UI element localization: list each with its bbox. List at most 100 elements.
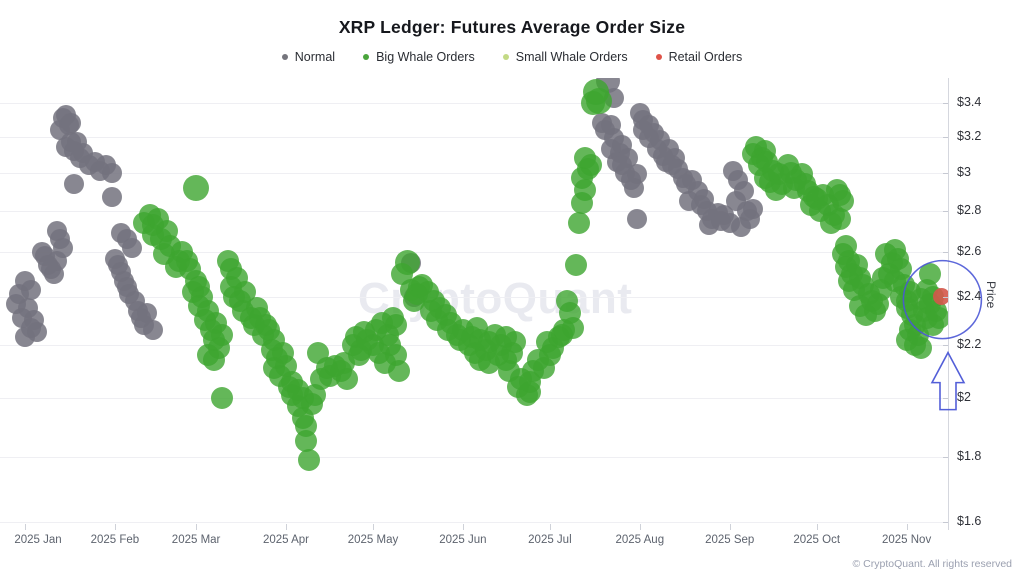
data-point-normal[interactable] <box>26 322 47 343</box>
x-tick <box>639 524 641 530</box>
data-point-normal[interactable] <box>742 198 763 219</box>
legend-item-small-whale-orders[interactable]: Small Whale Orders <box>502 50 628 64</box>
data-point-big-whale-orders[interactable] <box>831 190 854 213</box>
data-point-normal[interactable] <box>142 320 163 341</box>
gridline <box>0 252 948 254</box>
x-tick-label: 2025 Nov <box>881 534 932 546</box>
x-tick-label: 2025 Jan <box>14 534 62 546</box>
x-tick-label: 2025 Jul <box>528 534 572 546</box>
data-point-big-whale-orders[interactable] <box>918 262 941 285</box>
x-tick <box>729 524 731 530</box>
x-tick <box>196 524 198 530</box>
x-tick <box>816 524 818 530</box>
y-tick-label: $2.4 <box>957 288 982 303</box>
gridline <box>0 136 948 138</box>
data-point-big-whale-orders[interactable] <box>335 367 358 390</box>
data-point-big-whale-orders[interactable] <box>765 178 788 201</box>
data-point-big-whale-orders[interactable] <box>562 316 585 339</box>
data-point-normal[interactable] <box>20 279 41 300</box>
y-tick-label: $2 <box>957 389 971 404</box>
data-point-big-whale-orders[interactable] <box>385 314 408 337</box>
data-point-normal[interactable] <box>122 237 143 258</box>
y-tick <box>943 252 948 254</box>
data-point-normal[interactable] <box>61 112 82 133</box>
x-tick <box>462 524 464 530</box>
data-point-normal[interactable] <box>734 181 755 202</box>
y-tick <box>943 456 948 458</box>
y-tick <box>943 296 948 298</box>
legend-item-normal[interactable]: Normal <box>281 50 336 64</box>
data-point-big-whale-orders[interactable] <box>395 250 421 276</box>
data-point-big-whale-orders[interactable] <box>388 359 411 382</box>
y-tick-label: $3 <box>957 164 971 179</box>
legend-item-retail-orders[interactable]: Retail Orders <box>655 50 743 64</box>
chart-legend: Normal Big Whale Orders Small Whale Orders… <box>0 50 1024 64</box>
y-tick <box>943 136 948 138</box>
legend-label: Big Whale Orders <box>376 50 475 64</box>
copyright-notice: © CryptoQuant. All rights reserved <box>852 558 1012 570</box>
y-tick <box>943 103 948 105</box>
y-tick-label: $2.2 <box>957 336 982 351</box>
data-point-big-whale-orders[interactable] <box>211 323 234 346</box>
data-point-big-whale-orders[interactable] <box>573 146 596 169</box>
legend-label: Retail Orders <box>668 50 743 64</box>
x-tick <box>906 524 908 530</box>
data-point-big-whale-orders[interactable] <box>927 306 948 329</box>
y-tick <box>943 210 948 212</box>
x-tick <box>25 524 26 530</box>
chart-title: XRP Ledger: Futures Average Order Size <box>338 17 686 37</box>
gridline <box>0 521 948 523</box>
data-point-big-whale-orders[interactable] <box>298 448 321 471</box>
y-tick-label: $3.4 <box>957 95 982 110</box>
data-point-normal[interactable] <box>102 162 122 183</box>
data-point-normal[interactable] <box>624 177 644 198</box>
data-point-normal[interactable] <box>64 173 85 194</box>
data-point-big-whale-orders[interactable] <box>183 174 210 201</box>
y-tick-label: $2.6 <box>957 244 982 259</box>
data-point-normal[interactable] <box>102 187 122 208</box>
y-tick <box>943 521 948 523</box>
y-tick-label: $2.8 <box>957 202 982 217</box>
legend-dot-icon <box>363 54 370 60</box>
data-point-big-whale-orders[interactable] <box>565 254 587 277</box>
data-point-normal[interactable] <box>52 237 73 258</box>
y-tick-label: $3.2 <box>957 128 982 143</box>
y-tick-label: $1.6 <box>957 513 982 528</box>
x-tick <box>549 524 551 530</box>
x-tick <box>286 524 287 530</box>
legend-label: Normal <box>294 50 336 64</box>
x-tick-label: 2025 Feb <box>90 534 140 546</box>
y-tick <box>943 344 948 346</box>
gridline <box>0 210 948 212</box>
data-point-big-whale-orders[interactable] <box>567 211 590 234</box>
data-point-big-whale-orders[interactable] <box>295 430 318 453</box>
y-tick <box>943 397 948 399</box>
y-tick-label: $1.8 <box>957 448 982 463</box>
legend-dot-icon <box>281 54 288 60</box>
data-point-big-whale-orders[interactable] <box>581 91 606 116</box>
legend-label: Small Whale Orders <box>515 50 628 64</box>
gridline <box>0 456 948 458</box>
x-tick-label: 2025 Oct <box>793 534 841 546</box>
x-tick-label: 2025 Apr <box>262 534 310 546</box>
data-point-normal[interactable] <box>626 208 647 229</box>
data-point-normal[interactable] <box>136 303 157 324</box>
data-point-big-whale-orders[interactable] <box>910 336 933 359</box>
x-tick-label: 2025 Sep <box>705 534 755 546</box>
data-point-big-whale-orders[interactable] <box>504 331 527 354</box>
legend-item-big-whale-orders[interactable]: Big Whale Orders <box>363 50 475 64</box>
data-point-big-whale-orders[interactable] <box>518 381 541 404</box>
x-tick-label: 2025 Mar <box>171 534 221 546</box>
x-tick-label: 2025 Jun <box>439 534 487 546</box>
data-point-big-whale-orders[interactable] <box>828 207 851 230</box>
data-point-big-whale-orders[interactable] <box>573 178 596 201</box>
plot-area[interactable] <box>0 78 948 530</box>
x-tick <box>373 524 374 530</box>
gridline <box>0 296 948 298</box>
y-tick <box>943 172 948 174</box>
x-tick-label: 2025 Aug <box>615 534 665 546</box>
data-point-big-whale-orders[interactable] <box>211 386 234 409</box>
legend-dot-icon <box>502 54 509 60</box>
gridline <box>0 397 948 399</box>
